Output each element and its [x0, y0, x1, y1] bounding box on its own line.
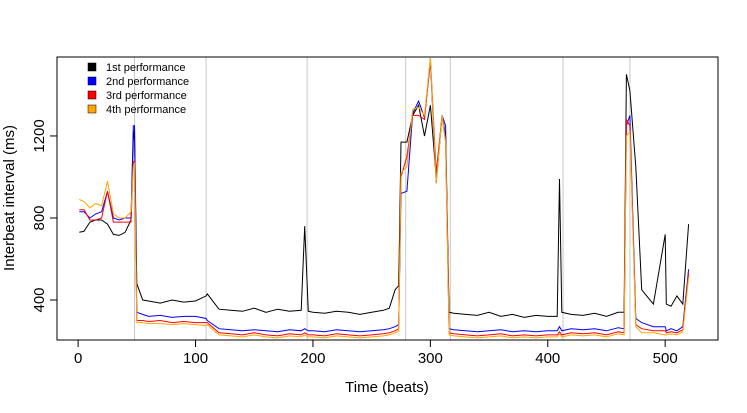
lines: [79, 57, 690, 339]
x-axis-label: Time (beats): [345, 379, 429, 396]
x-tick-label: 300: [418, 350, 443, 367]
legend-label: 3rd performance: [106, 90, 187, 102]
y-axis-label: Interbeat interval (ms): [1, 125, 18, 271]
legend-label: 4th performance: [106, 104, 186, 116]
x-tick-label: 100: [183, 350, 208, 367]
x-tick-label: 400: [535, 350, 560, 367]
series-line: [79, 74, 690, 318]
legend-swatch: [87, 90, 97, 100]
series-line: [79, 62, 690, 333]
section-lines: [133, 57, 631, 340]
series-line: [79, 57, 690, 339]
legend-label: 1st performance: [106, 62, 185, 74]
legend-swatch: [87, 62, 97, 72]
x-tick-label: 500: [653, 350, 678, 367]
x-tick-label: 0: [74, 350, 82, 367]
legend-swatch: [87, 104, 97, 114]
legend-swatch: [87, 76, 97, 86]
series-line: [79, 57, 690, 337]
y-tick-label: 800: [31, 205, 48, 230]
y-tick-label: 1200: [31, 119, 48, 152]
y-tick-label: 400: [31, 287, 48, 312]
x-tick-label: 200: [300, 350, 325, 367]
legend-label: 2nd performance: [106, 76, 189, 88]
plot-frame: [56, 56, 719, 341]
